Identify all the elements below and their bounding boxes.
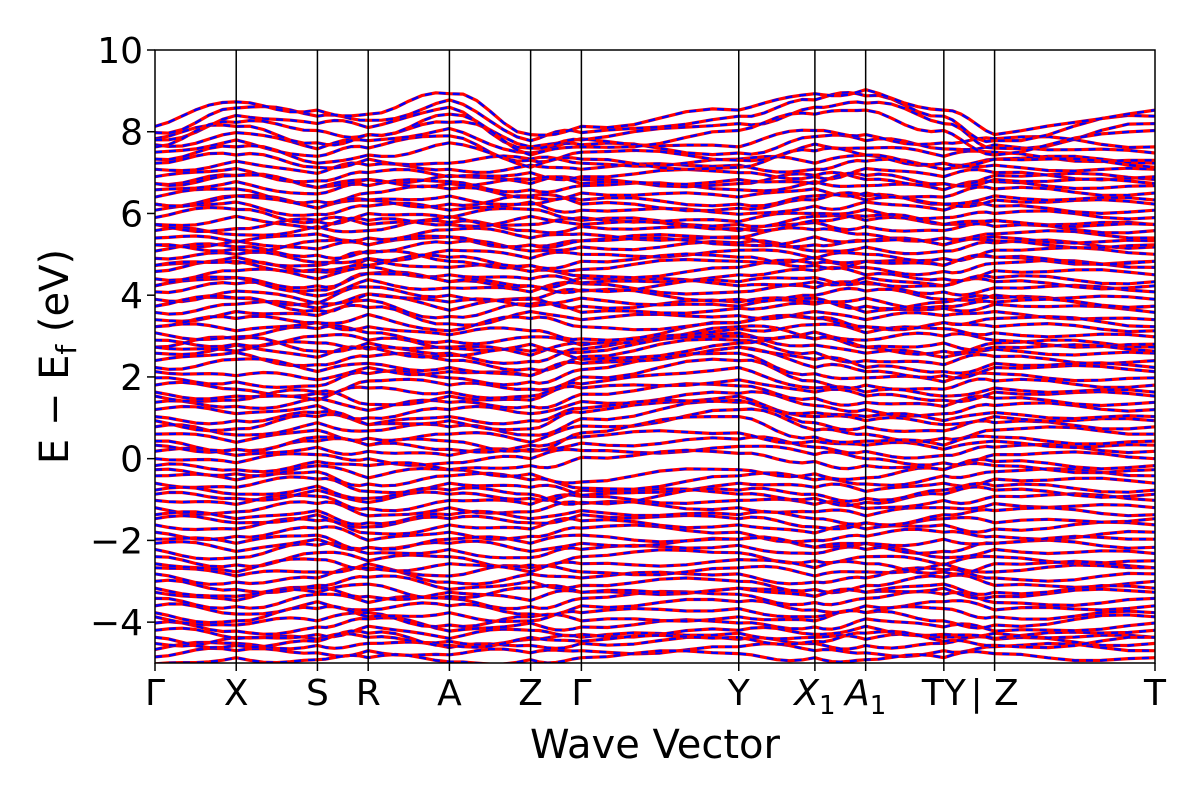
y-tick-label: 6 <box>120 194 143 235</box>
y-tick-label: 4 <box>120 276 143 317</box>
y-tick-label: 8 <box>120 113 143 154</box>
x-axis-label: Wave Vector <box>530 722 781 768</box>
y-tick-label: 0 <box>120 440 143 481</box>
bands-layer <box>155 88 1155 663</box>
x-tick-label: Γ <box>571 673 591 714</box>
x-tick-label: A1 <box>843 673 886 721</box>
x-tick-label: | Z <box>970 673 1018 714</box>
y-axis-ticks: 10 8 6 4 2 0 −2 −4 <box>90 31 155 644</box>
x-tick-label: T <box>1143 673 1167 714</box>
y-tick-label: −2 <box>90 521 143 562</box>
plot-frame <box>154 49 1156 664</box>
x-tick-label: X <box>224 673 249 714</box>
x-tick-label: Y <box>727 673 751 714</box>
x-tick-label: A <box>437 673 462 714</box>
y-axis-label-subscript: f <box>50 344 83 355</box>
x-tick-label: R <box>356 673 381 714</box>
x-tick-label: Z <box>518 673 543 714</box>
y-axis-label: E − Ef (eV) <box>32 249 83 464</box>
x-tick-label: TY <box>921 673 967 714</box>
x-tick-label: Γ <box>145 673 165 714</box>
y-axis-label-unit: (eV) <box>32 249 78 345</box>
y-tick-label: −4 <box>90 603 143 644</box>
y-axis-label-main: E − E <box>32 355 78 465</box>
y-tick-label: 10 <box>97 31 143 72</box>
kpoint-divider-lines <box>235 50 996 663</box>
x-tick-label: S <box>306 673 329 714</box>
y-tick-label: 2 <box>120 358 143 399</box>
x-tick-label: X1 <box>792 673 835 721</box>
